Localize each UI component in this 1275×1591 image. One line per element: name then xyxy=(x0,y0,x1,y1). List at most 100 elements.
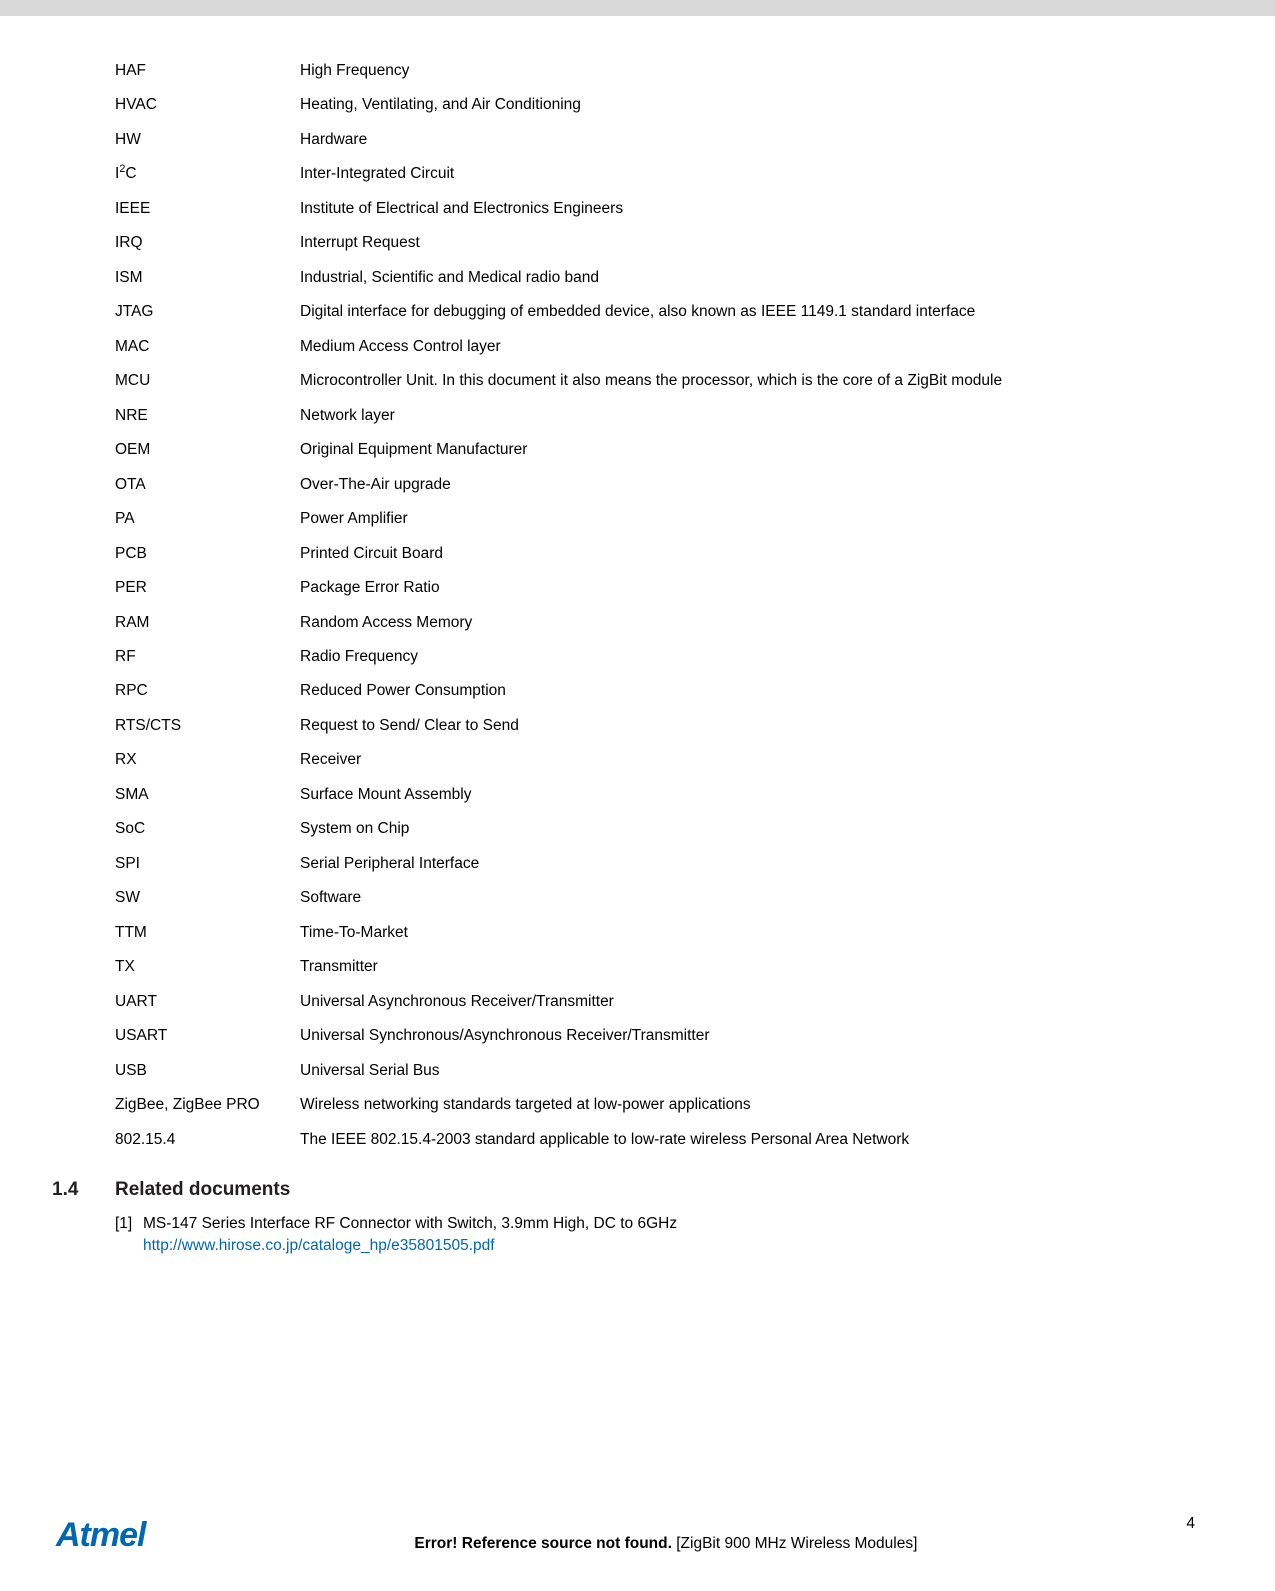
definition-term: HVAC xyxy=(115,94,300,116)
definition-term: PA xyxy=(115,508,300,530)
definition-description: Software xyxy=(300,887,1175,909)
definition-row: SMASurface Mount Assembly xyxy=(115,784,1175,806)
definition-row: PAPower Amplifier xyxy=(115,508,1175,530)
definition-row: RPCReduced Power Consumption xyxy=(115,680,1175,702)
page-number: 4 xyxy=(1186,1515,1195,1555)
definition-term: PCB xyxy=(115,543,300,565)
definition-description: Wireless networking standards targeted a… xyxy=(300,1094,1175,1116)
definition-description: Original Equipment Manufacturer xyxy=(300,439,1175,461)
definition-term: USART xyxy=(115,1025,300,1047)
definition-description: Microcontroller Unit. In this document i… xyxy=(300,370,1175,392)
definition-term: HW xyxy=(115,129,300,151)
definition-row: RXReceiver xyxy=(115,749,1175,771)
definition-row: RTS/CTSRequest to Send/ Clear to Send xyxy=(115,715,1175,737)
definition-description: Serial Peripheral Interface xyxy=(300,853,1175,875)
definition-description: Radio Frequency xyxy=(300,646,1175,668)
definition-term: RF xyxy=(115,646,300,668)
reference-text: MS-147 Series Interface RF Connector wit… xyxy=(143,1213,1175,1235)
definition-description: Reduced Power Consumption xyxy=(300,680,1175,702)
definition-row: NRENetwork layer xyxy=(115,405,1175,427)
definition-row: SPISerial Peripheral Interface xyxy=(115,853,1175,875)
definition-term: ISM xyxy=(115,267,300,289)
definition-row: RFRadio Frequency xyxy=(115,646,1175,668)
definition-row: HVACHeating, Ventilating, and Air Condit… xyxy=(115,94,1175,116)
section-heading-row: 1.4 Related documents xyxy=(52,1179,1175,1201)
definition-description: Power Amplifier xyxy=(300,508,1175,530)
definition-term: IEEE xyxy=(115,198,300,220)
definition-term: I2C xyxy=(115,163,300,185)
definition-row: IRQInterrupt Request xyxy=(115,232,1175,254)
definition-row: USARTUniversal Synchronous/Asynchronous … xyxy=(115,1025,1175,1047)
definition-description: Over-The-Air upgrade xyxy=(300,474,1175,496)
reference-body: MS-147 Series Interface RF Connector wit… xyxy=(143,1213,1175,1258)
definition-description: Inter-Integrated Circuit xyxy=(300,163,1175,185)
footer-center-text: Error! Reference source not found. [ZigB… xyxy=(145,1535,1186,1555)
definition-term: 802.15.4 xyxy=(115,1129,300,1151)
definitions-list: HAFHigh Frequency HVACHeating, Ventilatin… xyxy=(115,60,1175,1151)
content-area: HAFHigh Frequency HVACHeating, Ventilatin… xyxy=(0,16,1275,1258)
footer-bracket-text: [ZigBit 900 MHz Wireless Modules] xyxy=(672,1535,918,1552)
definition-term: NRE xyxy=(115,405,300,427)
definition-row: ZigBee, ZigBee PROWireless networking st… xyxy=(115,1094,1175,1116)
section-title: Related documents xyxy=(115,1179,290,1201)
definition-description: Request to Send/ Clear to Send xyxy=(300,715,1175,737)
definition-description: Universal Serial Bus xyxy=(300,1060,1175,1082)
definition-description: Transmitter xyxy=(300,956,1175,978)
definition-description: Industrial, Scientific and Medical radio… xyxy=(300,267,1175,289)
definition-row: TTMTime-To-Market xyxy=(115,922,1175,944)
reference-link[interactable]: http://www.hirose.co.jp/cataloge_hp/e358… xyxy=(143,1237,495,1254)
atmel-logo: Atmel xyxy=(56,1516,145,1555)
definition-term: JTAG xyxy=(115,301,300,323)
reference-row: [1]MS-147 Series Interface RF Connector … xyxy=(115,1213,1175,1258)
definition-row: PCBPrinted Circuit Board xyxy=(115,543,1175,565)
definition-row: OEMOriginal Equipment Manufacturer xyxy=(115,439,1175,461)
definition-row: IEEEInstitute of Electrical and Electron… xyxy=(115,198,1175,220)
definition-row: SWSoftware xyxy=(115,887,1175,909)
definition-description: The IEEE 802.15.4-2003 standard applicab… xyxy=(300,1129,1175,1151)
definition-term: RTS/CTS xyxy=(115,715,300,737)
definition-description: Institute of Electrical and Electronics … xyxy=(300,198,1175,220)
definition-term: IRQ xyxy=(115,232,300,254)
definition-term: OTA xyxy=(115,474,300,496)
definition-term: PER xyxy=(115,577,300,599)
definition-description: Universal Asynchronous Receiver/Transmit… xyxy=(300,991,1175,1013)
definition-description: Network layer xyxy=(300,405,1175,427)
definition-row: RAMRandom Access Memory xyxy=(115,612,1175,634)
definition-term: HAF xyxy=(115,60,300,82)
definition-row: SoCSystem on Chip xyxy=(115,818,1175,840)
reference-number: [1] xyxy=(115,1213,143,1235)
definition-term: MAC xyxy=(115,336,300,358)
definition-row: UARTUniversal Asynchronous Receiver/Tran… xyxy=(115,991,1175,1013)
page: HAFHigh Frequency HVACHeating, Ventilatin… xyxy=(0,0,1275,1591)
definition-row: JTAGDigital interface for debugging of e… xyxy=(115,301,1175,323)
definition-row: ISMIndustrial, Scientific and Medical ra… xyxy=(115,267,1175,289)
definition-term: ZigBee, ZigBee PRO xyxy=(115,1094,300,1116)
definition-term: SPI xyxy=(115,853,300,875)
definition-row: I2CInter-Integrated Circuit xyxy=(115,163,1175,185)
definition-term: SoC xyxy=(115,818,300,840)
definition-term: RX xyxy=(115,749,300,771)
definition-row: TXTransmitter xyxy=(115,956,1175,978)
definition-description: Printed Circuit Board xyxy=(300,543,1175,565)
definition-description: Interrupt Request xyxy=(300,232,1175,254)
footer-error-text: Error! Reference source not found. xyxy=(414,1535,672,1552)
definition-term: RPC xyxy=(115,680,300,702)
definition-description: Hardware xyxy=(300,129,1175,151)
definition-term: TX xyxy=(115,956,300,978)
definition-term: TTM xyxy=(115,922,300,944)
definition-description: Receiver xyxy=(300,749,1175,771)
definition-description: High Frequency xyxy=(300,60,1175,82)
definition-row: MCUMicrocontroller Unit. In this documen… xyxy=(115,370,1175,392)
definition-description: Surface Mount Assembly xyxy=(300,784,1175,806)
page-footer: Atmel Error! Reference source not found.… xyxy=(0,1515,1275,1555)
definition-description: Random Access Memory xyxy=(300,612,1175,634)
section-number: 1.4 xyxy=(52,1179,115,1201)
definition-description: Digital interface for debugging of embed… xyxy=(300,301,1175,323)
definition-row: HAFHigh Frequency xyxy=(115,60,1175,82)
definition-term: UART xyxy=(115,991,300,1013)
definition-description: Medium Access Control layer xyxy=(300,336,1175,358)
definition-row: USBUniversal Serial Bus xyxy=(115,1060,1175,1082)
definition-row: HWHardware xyxy=(115,129,1175,151)
definition-description: Time-To-Market xyxy=(300,922,1175,944)
definition-row: PERPackage Error Ratio xyxy=(115,577,1175,599)
